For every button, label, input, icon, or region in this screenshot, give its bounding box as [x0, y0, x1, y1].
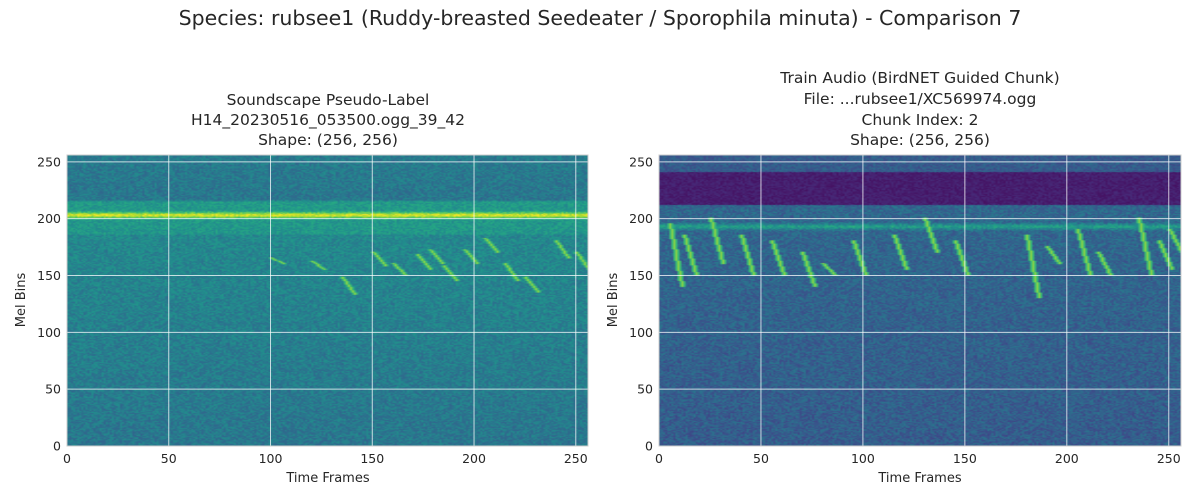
x-tick-label: 50 — [753, 451, 769, 466]
panel-title-line-1: Soundscape Pseudo-Label — [227, 91, 430, 109]
x-tick-label: 0 — [63, 451, 71, 466]
x-tick-labels: 0 50 100 150 200 250 — [655, 451, 1181, 466]
y-tick-label: 50 — [637, 382, 653, 397]
y-tick-label: 250 — [37, 154, 61, 169]
spectrogram-panel-train-audio: Train Audio (BirdNET Guided Chunk) File:… — [606, 69, 1182, 486]
y-tick-label: 0 — [53, 439, 61, 454]
y-tick-labels: 0 50 100 150 200 250 — [37, 154, 61, 453]
x-axis-label: Time Frames — [877, 471, 961, 486]
y-axis-label: Mel Bins — [14, 273, 29, 328]
panel-title-line-2: File: ...rubsee1/XC569974.ogg — [804, 90, 1037, 108]
x-tick-label: 250 — [1157, 451, 1181, 466]
axes-frame — [658, 154, 1182, 447]
y-tick-label: 150 — [37, 268, 61, 283]
y-tick-label: 100 — [629, 325, 653, 340]
figure-suptitle: Species: rubsee1 (Ruddy-breasted Seedeat… — [179, 6, 1022, 30]
y-tick-label: 0 — [645, 439, 653, 454]
spectrogram-image — [67, 155, 588, 446]
panel-title-line-3: Shape: (256, 256) — [258, 131, 398, 149]
y-tick-labels: 0 50 100 150 200 250 — [629, 154, 653, 453]
y-tick-label: 200 — [37, 211, 61, 226]
x-tick-label: 0 — [655, 451, 663, 466]
spectrogram-panel-soundscape: Soundscape Pseudo-Label H14_20230516_053… — [14, 91, 589, 486]
y-tick-label: 250 — [629, 154, 653, 169]
x-tick-label: 250 — [564, 451, 588, 466]
x-tick-labels: 0 50 100 150 200 250 — [63, 451, 588, 466]
y-tick-label: 100 — [37, 325, 61, 340]
panel-title-line-2: H14_20230516_053500.ogg_39_42 — [191, 111, 465, 130]
y-tick-label: 200 — [629, 211, 653, 226]
y-axis-label: Mel Bins — [606, 273, 621, 328]
x-tick-label: 150 — [360, 451, 384, 466]
y-tick-label: 150 — [629, 268, 653, 283]
spectrogram-image — [659, 155, 1181, 446]
panel-title-line-4: Shape: (256, 256) — [850, 131, 990, 149]
y-tick-label: 50 — [45, 382, 61, 397]
x-tick-label: 50 — [161, 451, 177, 466]
x-tick-label: 100 — [851, 451, 875, 466]
panel-title-line-1: Train Audio (BirdNET Guided Chunk) — [779, 69, 1059, 87]
x-tick-label: 200 — [462, 451, 486, 466]
x-axis-label: Time Frames — [285, 471, 369, 486]
x-tick-label: 200 — [1055, 451, 1079, 466]
axes-frame — [66, 154, 589, 447]
panel-title-line-3: Chunk Index: 2 — [862, 111, 979, 129]
x-tick-label: 150 — [953, 451, 977, 466]
x-tick-label: 100 — [259, 451, 283, 466]
